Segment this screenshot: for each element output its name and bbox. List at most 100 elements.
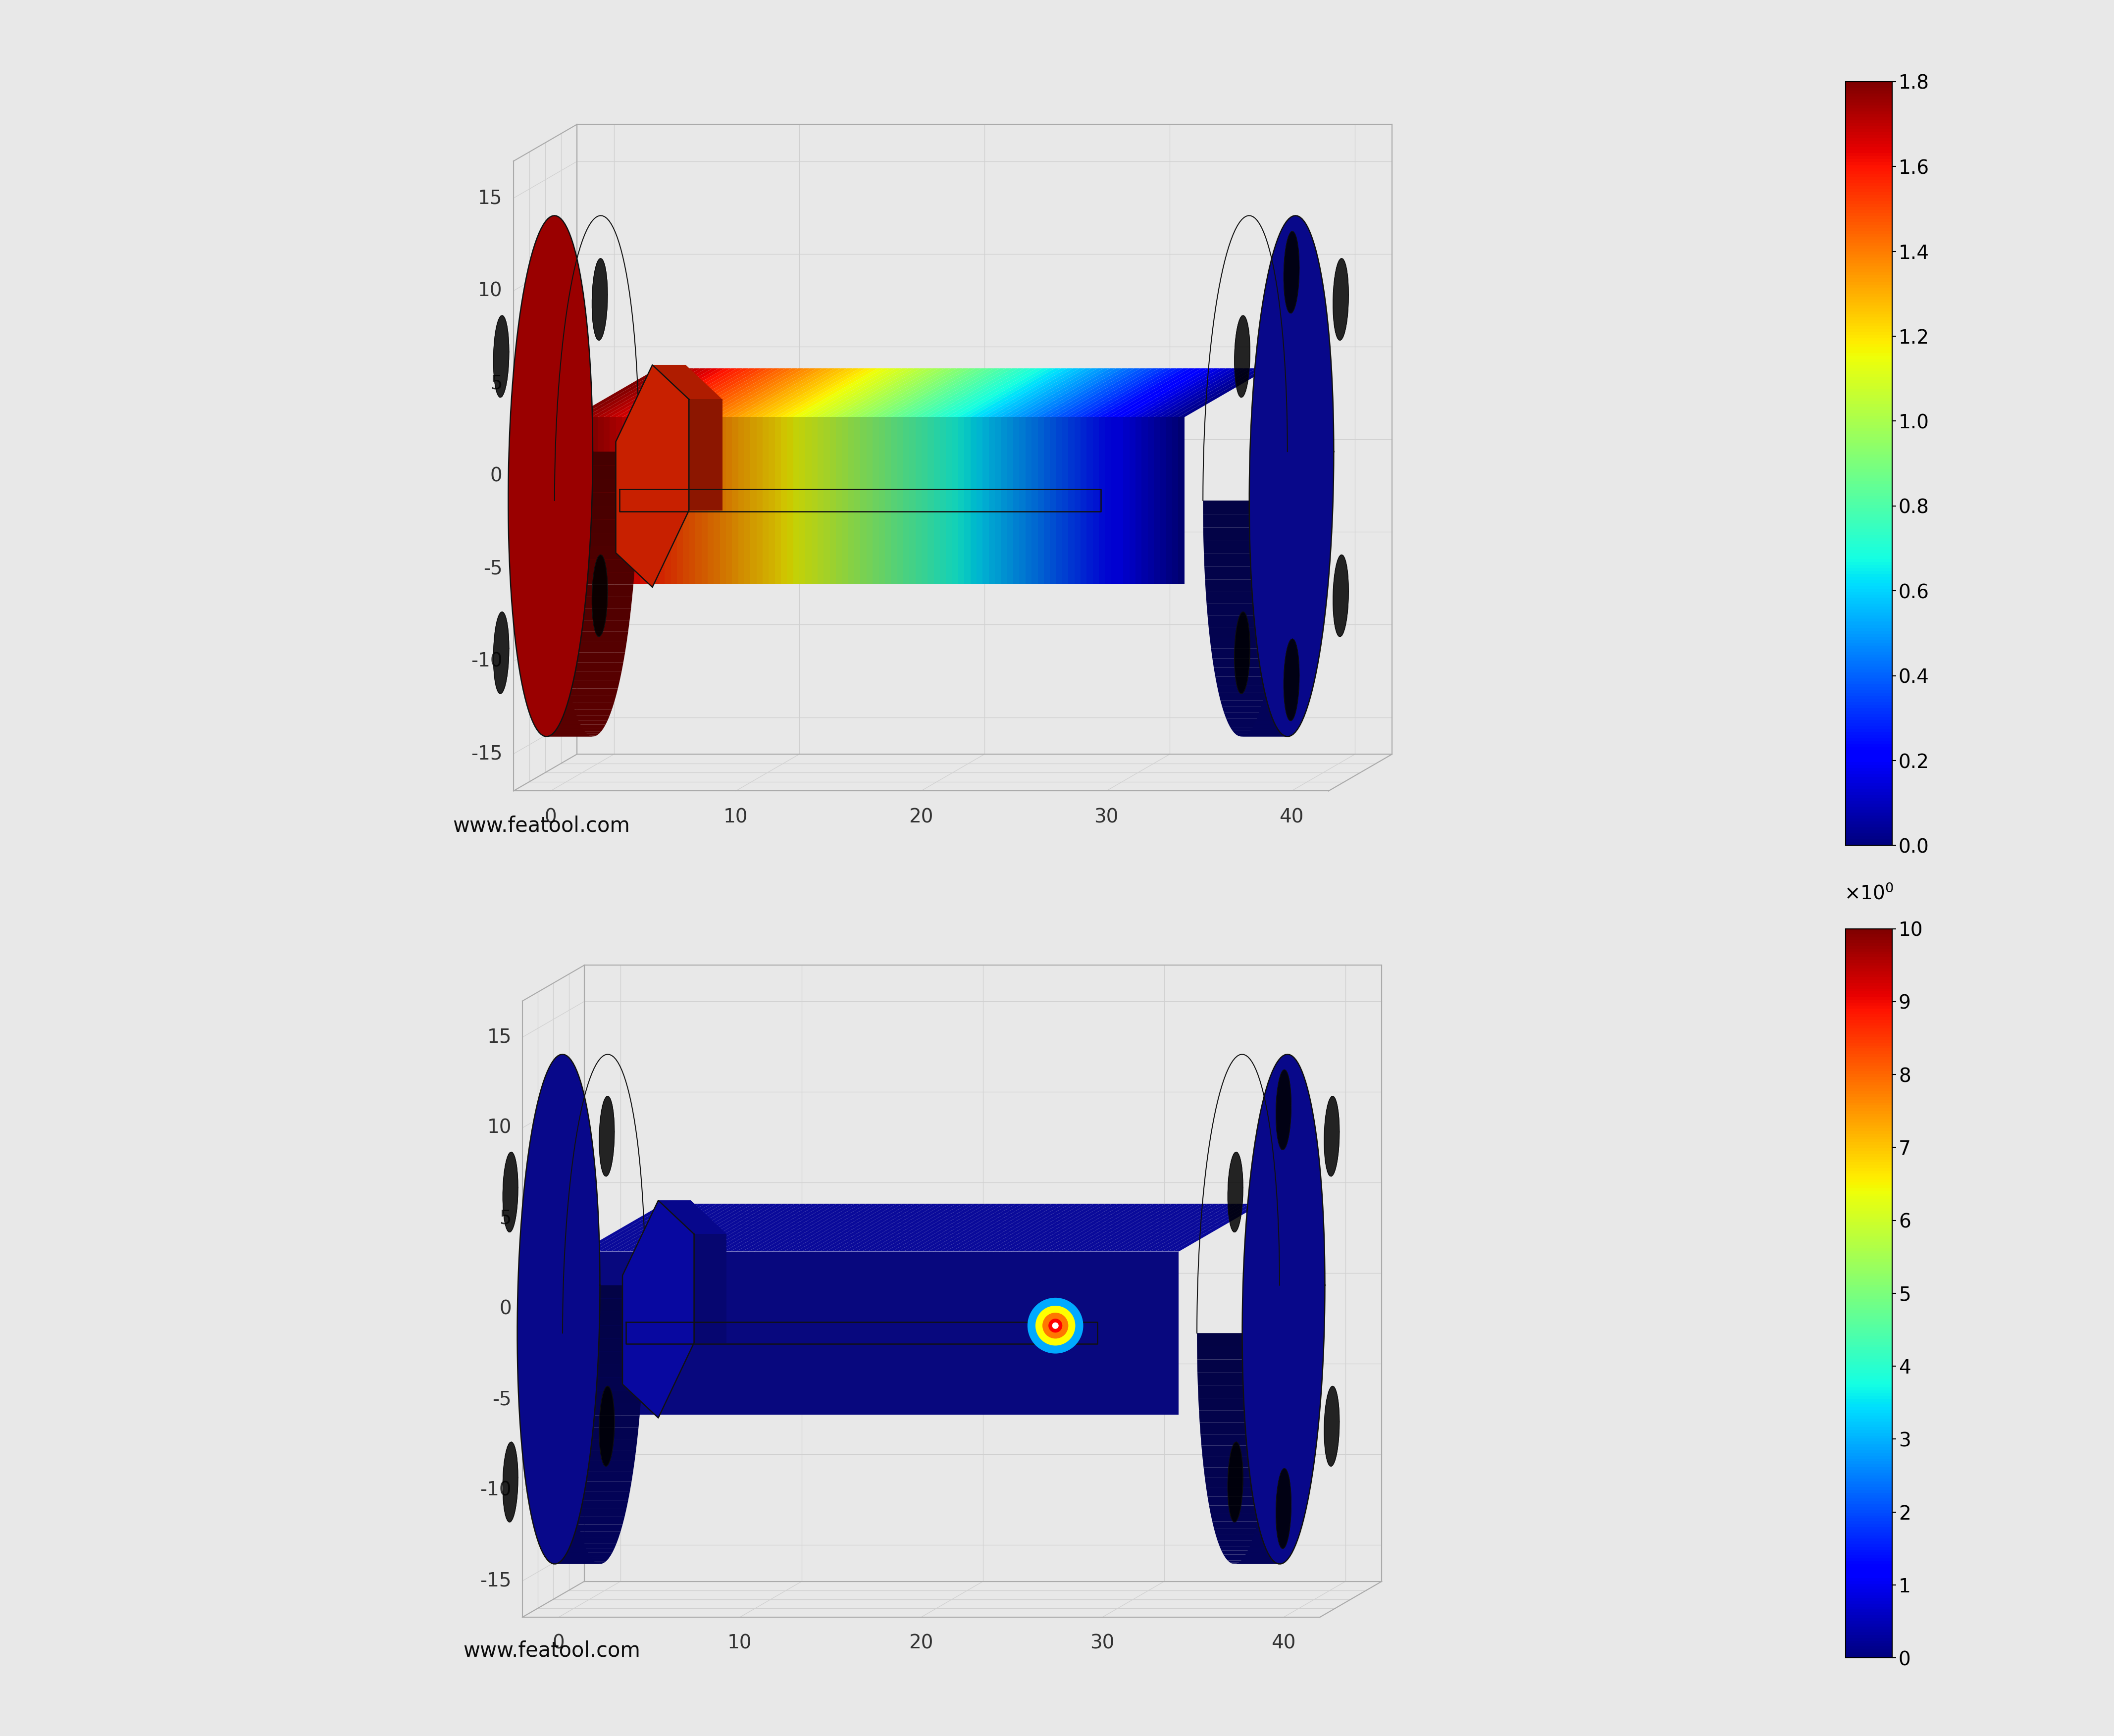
Polygon shape (622, 1203, 710, 1252)
Polygon shape (594, 1415, 641, 1427)
Polygon shape (1197, 1359, 1243, 1373)
Polygon shape (1228, 1153, 1243, 1233)
Text: 30: 30 (1091, 1634, 1114, 1653)
Polygon shape (683, 1252, 689, 1415)
Polygon shape (941, 368, 1030, 417)
Polygon shape (567, 1549, 615, 1552)
Polygon shape (873, 1252, 879, 1415)
Polygon shape (892, 1252, 898, 1415)
Polygon shape (799, 368, 890, 417)
Polygon shape (598, 1325, 645, 1338)
Polygon shape (863, 1203, 951, 1252)
Polygon shape (615, 368, 706, 417)
Polygon shape (609, 417, 615, 583)
Polygon shape (1093, 417, 1099, 583)
Polygon shape (843, 1203, 932, 1252)
Polygon shape (784, 1252, 791, 1415)
Polygon shape (670, 1203, 759, 1252)
Polygon shape (915, 1203, 1004, 1252)
Polygon shape (1251, 724, 1300, 729)
Polygon shape (1010, 1252, 1017, 1415)
Polygon shape (805, 417, 812, 583)
Text: 0: 0 (490, 467, 503, 486)
Polygon shape (1201, 1446, 1247, 1457)
Polygon shape (989, 417, 996, 583)
Polygon shape (708, 417, 715, 583)
Polygon shape (518, 1347, 562, 1359)
Polygon shape (1203, 1457, 1249, 1467)
Polygon shape (1197, 1373, 1243, 1385)
Polygon shape (1213, 1528, 1262, 1535)
Circle shape (1042, 1312, 1068, 1338)
Polygon shape (1281, 571, 1330, 585)
Polygon shape (1207, 616, 1256, 627)
Text: -10: -10 (471, 653, 503, 670)
Polygon shape (1068, 368, 1158, 417)
Polygon shape (617, 1203, 706, 1252)
Polygon shape (615, 365, 689, 587)
Polygon shape (520, 1422, 567, 1434)
Polygon shape (729, 1203, 818, 1252)
Polygon shape (588, 1462, 634, 1472)
Polygon shape (958, 368, 1049, 417)
Polygon shape (586, 585, 634, 597)
Polygon shape (1177, 368, 1268, 417)
Polygon shape (854, 417, 860, 583)
Polygon shape (719, 368, 810, 417)
Polygon shape (1207, 1496, 1254, 1505)
Polygon shape (890, 417, 896, 583)
Polygon shape (958, 1252, 964, 1415)
Polygon shape (1154, 417, 1161, 583)
Polygon shape (1218, 693, 1266, 700)
Polygon shape (1199, 1385, 1243, 1397)
Polygon shape (835, 368, 926, 417)
Polygon shape (1268, 1450, 1315, 1462)
Polygon shape (657, 1200, 727, 1234)
Polygon shape (660, 417, 664, 583)
Polygon shape (526, 1488, 573, 1496)
Polygon shape (581, 1203, 670, 1252)
Polygon shape (1082, 1252, 1089, 1415)
Polygon shape (958, 417, 964, 583)
Polygon shape (850, 1252, 856, 1415)
Polygon shape (765, 1203, 854, 1252)
Text: 15: 15 (478, 189, 503, 208)
Text: 20: 20 (909, 807, 932, 826)
Polygon shape (528, 1505, 577, 1514)
Polygon shape (981, 1203, 1070, 1252)
Polygon shape (706, 1252, 712, 1415)
Polygon shape (1142, 417, 1148, 583)
Polygon shape (1002, 368, 1091, 417)
Polygon shape (689, 1252, 693, 1415)
Polygon shape (592, 259, 607, 340)
Polygon shape (1089, 1203, 1177, 1252)
Polygon shape (873, 368, 964, 417)
Polygon shape (1002, 417, 1006, 583)
Polygon shape (539, 1547, 588, 1550)
Polygon shape (1072, 1203, 1161, 1252)
Polygon shape (1203, 514, 1249, 528)
Polygon shape (1273, 642, 1321, 653)
Polygon shape (915, 417, 922, 583)
Polygon shape (689, 1203, 778, 1252)
Polygon shape (1068, 417, 1074, 583)
Polygon shape (1271, 661, 1317, 672)
Polygon shape (750, 368, 841, 417)
Polygon shape (1112, 368, 1201, 417)
Polygon shape (1268, 1462, 1315, 1472)
Polygon shape (1277, 1069, 1292, 1149)
Polygon shape (725, 417, 731, 583)
Polygon shape (824, 368, 915, 417)
Polygon shape (903, 1203, 991, 1252)
Polygon shape (533, 1521, 579, 1528)
Polygon shape (729, 1252, 736, 1415)
Text: 20: 20 (909, 1634, 932, 1653)
Polygon shape (1207, 1488, 1254, 1496)
Polygon shape (1285, 533, 1332, 547)
Polygon shape (535, 1528, 581, 1535)
Polygon shape (524, 693, 573, 700)
Polygon shape (873, 417, 879, 583)
Polygon shape (1087, 417, 1093, 583)
Polygon shape (970, 368, 1061, 417)
Polygon shape (1006, 368, 1097, 417)
